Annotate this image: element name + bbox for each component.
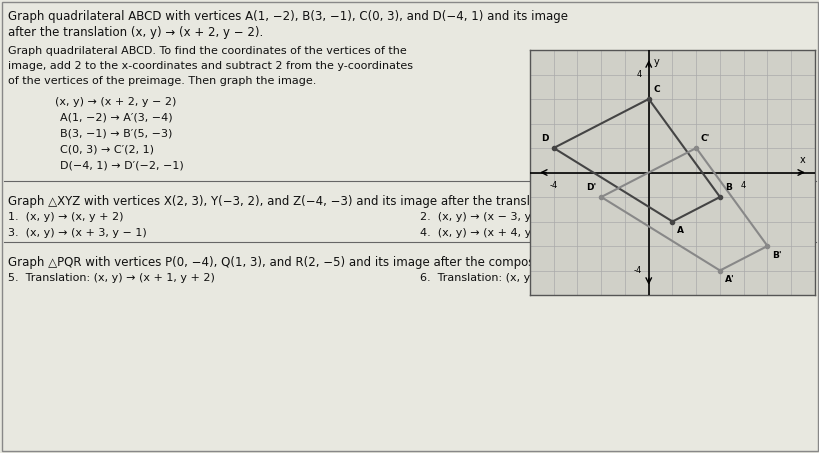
Text: B(3, −1) → B′(5, −3): B(3, −1) → B′(5, −3)	[60, 129, 172, 139]
Text: D': D'	[586, 183, 595, 192]
Text: A': A'	[724, 275, 734, 284]
Text: 6.  Translation: (x, y) → (x, y + 3): 6. Translation: (x, y) → (x, y + 3)	[419, 273, 603, 283]
Text: C: C	[653, 85, 659, 94]
Text: D: D	[541, 134, 549, 143]
Text: of the vertices of the preimage. Then graph the image.: of the vertices of the preimage. Then gr…	[8, 76, 316, 86]
Text: y: y	[653, 58, 658, 67]
Text: 1.  (x, y) → (x, y + 2): 1. (x, y) → (x, y + 2)	[8, 212, 124, 222]
Text: A: A	[676, 226, 683, 236]
Text: -4: -4	[632, 266, 640, 275]
Text: A(1, −2) → A′(3, −4): A(1, −2) → A′(3, −4)	[60, 113, 173, 123]
Text: 5.  Translation: (x, y) → (x + 1, y + 2): 5. Translation: (x, y) → (x + 1, y + 2)	[8, 273, 215, 283]
Text: Graph △XYZ with vertices X(2, 3), Y(−3, 2), and Z(−4, −3) and its image after th: Graph △XYZ with vertices X(2, 3), Y(−3, …	[8, 195, 563, 208]
Text: C(0, 3) → C′(2, 1): C(0, 3) → C′(2, 1)	[60, 145, 154, 155]
Text: 3.  (x, y) → (x + 3, y − 1): 3. (x, y) → (x + 3, y − 1)	[8, 228, 147, 238]
Text: Graph quadrilateral ABCD with vertices A(1, −2), B(3, −1), C(0, 3), and D(−4, 1): Graph quadrilateral ABCD with vertices A…	[8, 10, 568, 23]
Text: -4: -4	[549, 181, 557, 190]
Text: B': B'	[771, 251, 781, 260]
Text: Graph quadrilateral ABCD. To find the coordinates of the vertices of the: Graph quadrilateral ABCD. To find the co…	[8, 46, 406, 56]
Text: x: x	[799, 155, 804, 165]
Text: B: B	[724, 183, 731, 192]
Text: Graph △PQR with vertices P(0, −4), Q(1, 3), and R(2, −5) and its image after the: Graph △PQR with vertices P(0, −4), Q(1, …	[8, 256, 563, 269]
Text: 4: 4	[636, 70, 640, 79]
Text: D(−4, 1) → D′(−2, −1): D(−4, 1) → D′(−2, −1)	[60, 161, 183, 171]
Text: image, add 2 to the x-coordinates and subtract 2 from the y-coordinates: image, add 2 to the x-coordinates and su…	[8, 61, 413, 71]
Text: 4.  (x, y) → (x + 4, y + 1): 4. (x, y) → (x + 4, y + 1)	[419, 228, 559, 238]
Text: 4: 4	[740, 181, 745, 190]
Text: C': C'	[700, 134, 709, 143]
Text: after the translation (x, y) → (x + 2, y − 2).: after the translation (x, y) → (x + 2, y…	[8, 26, 263, 39]
Text: 2.  (x, y) → (x − 3, y): 2. (x, y) → (x − 3, y)	[419, 212, 535, 222]
Text: (x, y) → (x + 2, y − 2): (x, y) → (x + 2, y − 2)	[55, 97, 176, 107]
